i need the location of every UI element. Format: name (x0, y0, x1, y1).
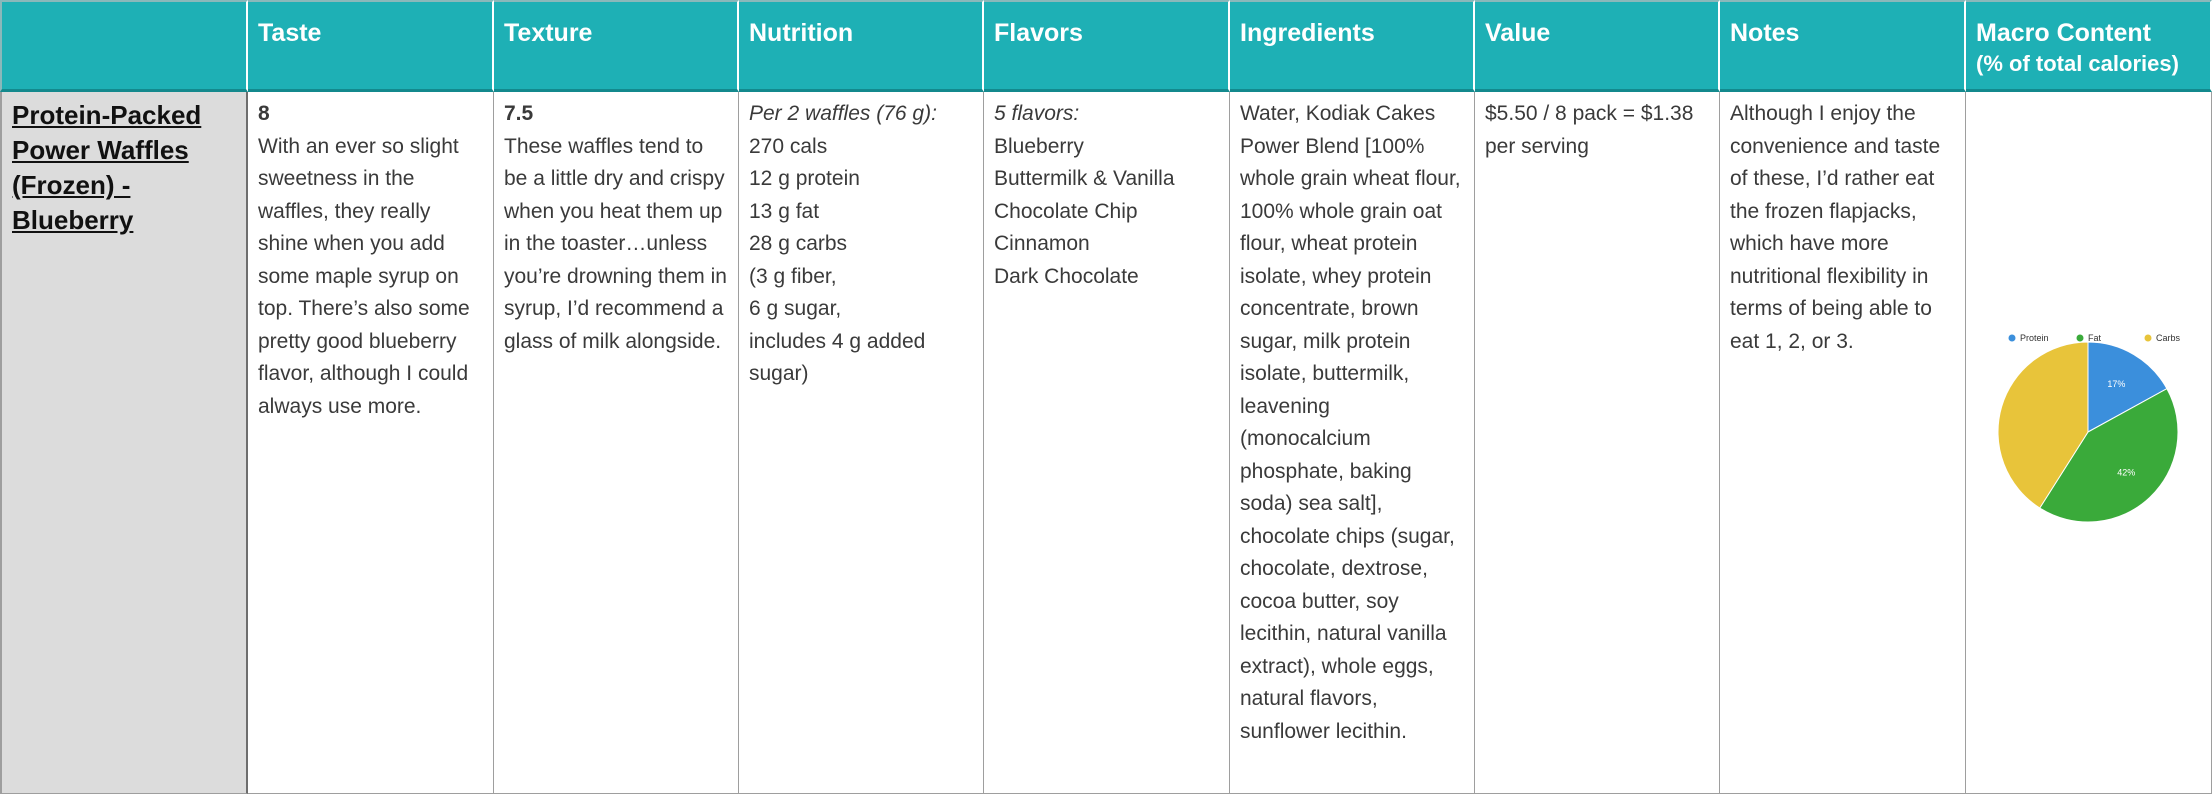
legend-label: Carbs (2156, 333, 2181, 343)
flavor-item: Blueberry (994, 134, 1084, 158)
legend-item-fat: Fat (2076, 333, 2102, 343)
product-name-cell: Protein-Packed Power Waffles (Frozen) - … (0, 92, 248, 794)
header-macro-title: Macro Content (1976, 19, 2151, 47)
macro-chart-cell: Protein Fat Carbs 17% 42% (1966, 92, 2212, 794)
product-name-link[interactable]: Protein-Packed Power Waffles (Frozen) - … (12, 100, 202, 235)
header-macro-content: Macro Content (% of total calories) (1966, 0, 2212, 92)
nutrition-serving: Per 2 waffles (76 g): (749, 102, 937, 125)
header-value: Value (1475, 0, 1720, 92)
flavors-cell: 5 flavors: Blueberry Buttermilk & Vanilla C… (984, 92, 1230, 794)
notes-text: Although I enjoy the convenience and tas… (1730, 102, 1941, 353)
flavors-heading: 5 flavors: (994, 102, 1080, 125)
ingredients-cell: Water, Kodiak Cakes Power Blend [100% wh… (1230, 92, 1475, 794)
legend-label: Protein (2020, 333, 2049, 343)
header-notes: Notes (1720, 0, 1966, 92)
flavor-item: Dark Chocolate (994, 264, 1139, 288)
header-texture: Texture (494, 0, 739, 92)
nutrition-line: 6 g sugar, (749, 297, 842, 320)
macro-pie-chart: Protein Fat Carbs 17% 42% (1997, 333, 2181, 523)
taste-score: 8 (258, 102, 270, 125)
texture-score: 7.5 (504, 102, 534, 125)
pie-slice-fat (2039, 387, 2179, 523)
header-ingredients: Ingredients (1230, 0, 1475, 92)
nutrition-line: 13 g fat (749, 199, 820, 223)
legend-swatch (2008, 334, 2016, 342)
legend-swatch (2076, 334, 2084, 342)
nutrition-line: includes 4 g added sugar) (749, 329, 926, 386)
taste-cell: 8 With an ever so slight sweetness in the… (248, 92, 494, 794)
flavor-item: Buttermilk & Vanilla (994, 167, 1175, 190)
header-nutrition: Nutrition (739, 0, 984, 92)
pie-slice-carbs (1997, 341, 2089, 509)
flavor-item: Cinnamon (994, 232, 1090, 255)
taste-text: With an ever so slight sweetness in the … (258, 134, 470, 418)
ingredients-text: Water, Kodiak Cakes Power Blend [100% wh… (1240, 102, 1461, 743)
legend-label: Fat (2088, 333, 2102, 343)
legend-item-carbs: Carbs (2144, 333, 2181, 343)
legend-item-protein: Protein (2008, 333, 2049, 343)
nutrition-line: 12 g protein (749, 167, 860, 190)
value-text: $5.50 / 8 pack = $1.38 per serving (1485, 102, 1694, 158)
value-cell: $5.50 / 8 pack = $1.38 per serving (1475, 92, 1720, 794)
nutrition-line: 270 cals (749, 134, 828, 158)
texture-cell: 7.5 These waffles tend to be a little dry… (494, 92, 739, 794)
header-empty-cell (0, 0, 248, 92)
header-taste: Taste (248, 0, 494, 92)
pie-data-label: 42% (2117, 468, 2135, 478)
header-flavors: Flavors (984, 0, 1230, 92)
pie-data-label: 17% (2107, 379, 2125, 389)
nutrition-line: 28 g carbs (749, 232, 848, 255)
nutrition-line: (3 g fiber, (749, 264, 837, 288)
legend-swatch (2144, 334, 2152, 342)
flavor-item: Chocolate Chip (994, 199, 1138, 223)
notes-cell: Although I enjoy the convenience and tas… (1720, 92, 1966, 794)
header-macro-subtitle: (% of total calories) (1976, 51, 2179, 76)
nutrition-cell: Per 2 waffles (76 g): 270 cals 12 g protei… (739, 92, 984, 794)
pie-slice-protein (2087, 341, 2168, 433)
texture-text: These waffles tend to be a little dry an… (504, 134, 727, 353)
